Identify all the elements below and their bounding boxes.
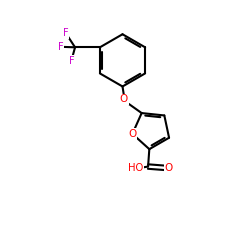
Text: O: O — [164, 163, 173, 173]
Text: O: O — [128, 129, 136, 139]
Text: O: O — [120, 94, 128, 104]
Text: F: F — [58, 42, 64, 52]
Text: HO: HO — [128, 163, 143, 173]
Text: F: F — [68, 56, 74, 66]
Text: F: F — [63, 28, 68, 38]
